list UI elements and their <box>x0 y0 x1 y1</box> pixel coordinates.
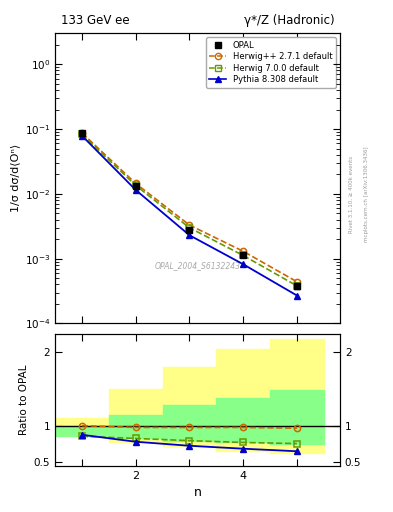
Text: mcplots.cern.ch [arXiv:1306.3436]: mcplots.cern.ch [arXiv:1306.3436] <box>364 147 369 242</box>
Y-axis label: 1/σ dσ/d⟨Oⁿ⟩: 1/σ dσ/d⟨Oⁿ⟩ <box>10 144 20 212</box>
Text: γ*/Z (Hadronic): γ*/Z (Hadronic) <box>244 14 334 28</box>
X-axis label: n: n <box>193 486 202 499</box>
Y-axis label: Ratio to OPAL: Ratio to OPAL <box>20 365 29 435</box>
Text: 133 GeV ee: 133 GeV ee <box>61 14 129 28</box>
Legend: OPAL, Herwig++ 2.7.1 default, Herwig 7.0.0 default, Pythia 8.308 default: OPAL, Herwig++ 2.7.1 default, Herwig 7.0… <box>206 37 336 88</box>
Text: Rivet 3.1.10, ≥ 400k events: Rivet 3.1.10, ≥ 400k events <box>349 156 354 233</box>
Text: OPAL_2004_S6132243: OPAL_2004_S6132243 <box>154 261 241 270</box>
